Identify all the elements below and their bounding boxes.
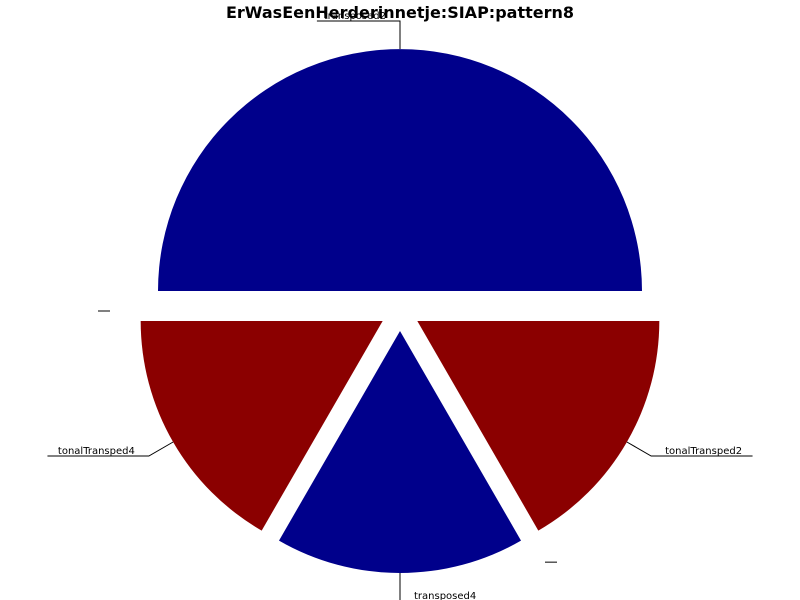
chart-title: ErWasEenHerderinnetje:SIAP:pattern8	[225, 3, 574, 22]
slice-label-group: tonalTransped4	[47, 441, 174, 457]
leader-line	[316, 20, 401, 49]
pie-slice-tonalTransped4	[140, 321, 383, 531]
pie-slice-tonalTransped2	[417, 321, 660, 531]
leader-line	[47, 441, 174, 457]
slice-label: tonalTransped4	[58, 446, 135, 457]
pie-slice-transposed4	[279, 331, 521, 573]
slice-label-group: transposed4	[399, 573, 476, 600]
slice-label-group: tonalTransped2	[626, 441, 753, 457]
leader-line	[399, 573, 401, 600]
slice-label: tonalTransped2	[665, 446, 742, 457]
slice-label: transposed4	[414, 591, 476, 600]
leader-line	[626, 441, 753, 457]
pie-slice-transposed2	[158, 49, 642, 292]
slice-label: transposed2	[324, 11, 386, 22]
slice-label-group: transposed2	[316, 11, 401, 49]
